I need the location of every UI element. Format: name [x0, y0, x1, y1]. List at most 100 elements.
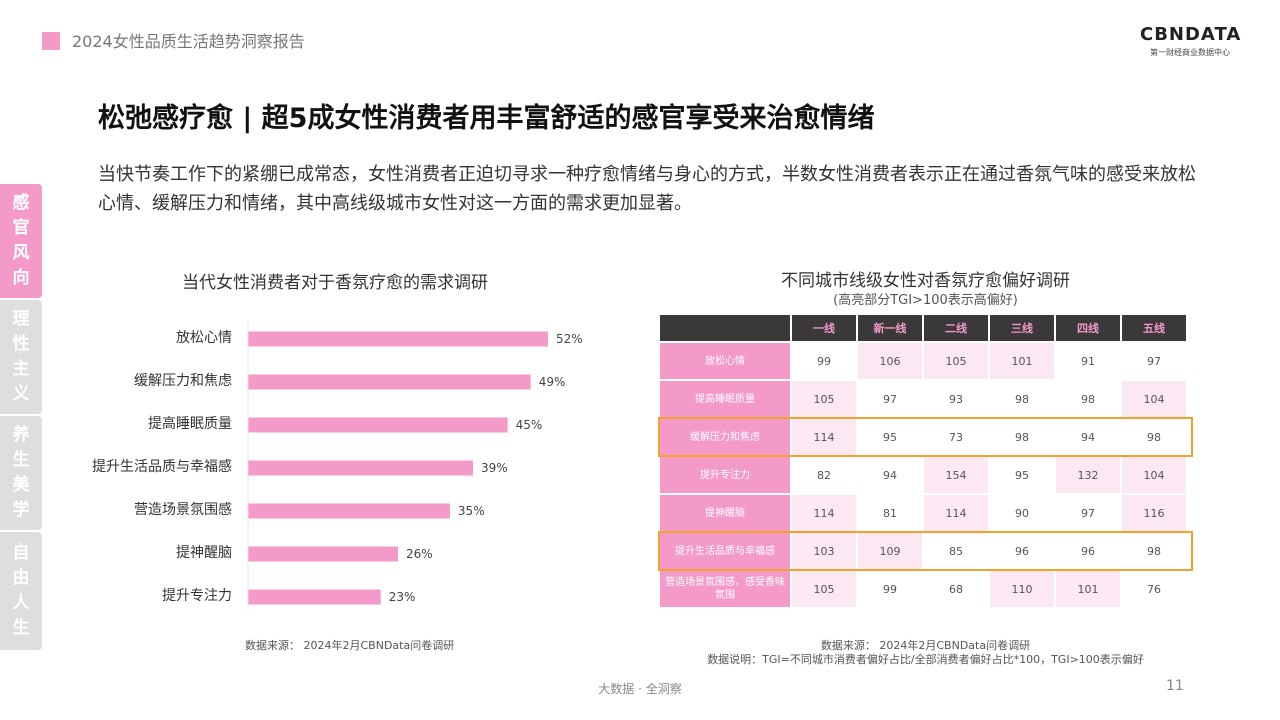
tgi-value-cell: 114: [792, 419, 856, 455]
tgi-row-label: 放松心情: [660, 343, 790, 379]
report-title: 2024女性品质生活趋势洞察报告: [72, 32, 305, 51]
tgi-value-cell: 154: [924, 457, 988, 493]
tgi-table-note: 数据说明：TGI=不同城市消费者偏好占比/全部消费者偏好占比*100，TGI>1…: [707, 653, 1144, 666]
bar-value-label: 39%: [481, 461, 508, 475]
bar-category-label: 缓解压力和焦虑: [134, 373, 232, 389]
bar-chart-title: 当代女性消费者对于香氛疗愈的需求调研: [182, 273, 488, 293]
side-tab-char: 生: [12, 450, 30, 470]
side-tab-char: 向: [12, 268, 30, 288]
tgi-value-cell: 94: [883, 468, 897, 482]
tgi-value-cell: 103: [792, 533, 856, 569]
tgi-value-cell: 99: [817, 354, 831, 368]
bar: [248, 546, 398, 562]
tgi-value-cell: 98: [1015, 392, 1029, 406]
tgi-value-cell: 90: [1015, 506, 1029, 520]
tgi-value-cell: 105: [924, 343, 988, 379]
bar-category-label: 提神醒脑: [176, 545, 232, 561]
side-tab-char: 美: [12, 475, 30, 495]
side-tab-char: 官: [12, 218, 30, 238]
bar-value-label: 35%: [458, 504, 485, 518]
logo-subtitle: 第一财经商业数据中心: [1150, 48, 1230, 57]
bar-category-label: 提升生活品质与幸福感: [92, 458, 232, 475]
bar: [248, 503, 450, 519]
intro-paragraph: 当快节奏工作下的紧绷已成常态，女性消费者正迫切寻求一种疗愈情绪与身心的方式，半数…: [98, 164, 1196, 214]
tgi-value-cell: 93: [949, 392, 963, 406]
tgi-value-cell: 96: [1081, 544, 1095, 558]
tgi-value-cell: 104: [1122, 381, 1186, 417]
bar-value-label: 52%: [556, 332, 583, 346]
tgi-value-cell: 98: [1147, 544, 1161, 558]
tgi-column-header: 四线: [1056, 315, 1120, 341]
tgi-value-cell: 97: [883, 392, 897, 406]
tgi-value-cell: 98: [1015, 430, 1029, 444]
tgi-value-cell: 98: [1147, 430, 1161, 444]
tgi-row-label: 缓解压力和焦虑: [660, 419, 790, 455]
side-tab-4[interactable]: 自由人生: [0, 532, 42, 650]
side-tab-char: 性: [12, 334, 30, 354]
tgi-value-cell: 116: [1122, 495, 1186, 531]
header-accent-square: [42, 32, 60, 50]
tgi-value-cell: 96: [1015, 544, 1029, 558]
tgi-row: 缓解压力和焦虑 114 95 73 98 94 98: [660, 419, 1186, 455]
page-number: 11: [1166, 678, 1184, 694]
side-tab-nav: 感官风向理性主义养生美学自由人生: [0, 184, 42, 652]
tgi-value-cell: 99: [883, 582, 897, 596]
bar: [248, 331, 548, 347]
cbndata-logo: CBNDATA 第一财经商业数据中心: [1140, 24, 1240, 58]
tgi-value-cell: 97: [1081, 506, 1095, 520]
tgi-table-subtitle: (高亮部分TGI>100表示高偏好): [833, 293, 1018, 308]
bar: [248, 589, 381, 605]
tgi-column-header: 新一线: [858, 315, 922, 341]
tgi-column-header: 三线: [990, 315, 1054, 341]
side-tab-char: 人: [12, 593, 30, 613]
bar-value-label: 45%: [516, 418, 543, 432]
page-title: 松弛感疗愈 | 超5成女性消费者用丰富舒适的感官享受来治愈情绪: [98, 103, 875, 134]
tgi-column-header: 一线: [792, 315, 856, 341]
side-tab-3[interactable]: 养生美学: [0, 416, 42, 530]
side-tab-char: 理: [12, 309, 30, 329]
tgi-row-label: 提神醒脑: [660, 495, 790, 531]
tgi-value-cell: 73: [949, 430, 963, 444]
tgi-value-cell: 94: [1081, 430, 1095, 444]
tgi-table-source: 数据来源： 2024年2月CBNData问卷调研: [820, 639, 1031, 652]
side-tab-char: 主: [12, 359, 30, 379]
side-tab-2[interactable]: 理性主义: [0, 300, 42, 414]
bar-category-label: 提升专注力: [162, 588, 232, 604]
tgi-value-cell: 105: [792, 381, 856, 417]
tgi-value-cell: 95: [1015, 468, 1029, 482]
demand-bar-chart: 放松心情 52% 缓解压力和焦虑 49% 提高睡眠质量 45% 提升生活品质与幸福感 39% 营…: [92, 322, 583, 610]
bar: [248, 374, 531, 390]
tgi-value-cell: 98: [1081, 392, 1095, 406]
tgi-value-cell: 109: [858, 533, 922, 569]
tgi-value-cell: 132: [1056, 457, 1120, 493]
tgi-value-cell: 104: [1122, 457, 1186, 493]
tgi-value-cell: 97: [1147, 354, 1161, 368]
tgi-column-header: 五线: [1122, 315, 1186, 341]
tgi-row: 提升专注力 82 94 154 95 132 104: [660, 457, 1186, 493]
tgi-row: 提升生活品质与幸福感 103 109 85 96 96 98: [660, 533, 1186, 569]
tgi-header-row: 一线 新一线 二线 三线 四线 五线: [660, 315, 1186, 341]
side-tab-char: 由: [12, 568, 30, 588]
tgi-value-cell: 85: [949, 544, 963, 558]
tgi-row: 营造场景氛围感，感受香味氛围 105 99 68 110 101 76: [660, 571, 1186, 607]
side-tab-1[interactable]: 感官风向: [0, 184, 42, 298]
tgi-value-cell: 106: [858, 343, 922, 379]
footer-slogan: 大数据 · 全洞察: [598, 682, 682, 696]
bar: [248, 417, 508, 433]
tgi-row-label: 提升生活品质与幸福感: [660, 533, 790, 569]
bar-category-label: 提高睡眠质量: [148, 415, 232, 432]
tgi-column-header: 二线: [924, 315, 988, 341]
bar-value-label: 26%: [406, 547, 433, 561]
tgi-value-cell: 82: [817, 468, 831, 482]
tgi-corner-cell: [660, 315, 790, 341]
side-tab-char: 生: [12, 618, 30, 638]
bar-category-label: 营造场景氛围感: [134, 501, 232, 518]
tgi-value-cell: 110: [990, 571, 1054, 607]
tgi-value-cell: 76: [1147, 582, 1161, 596]
side-tab-char: 感: [12, 193, 30, 213]
side-tab-char: 自: [12, 543, 30, 563]
tgi-row-label: 提高睡眠质量: [660, 381, 790, 417]
bar-value-label: 23%: [389, 590, 416, 604]
tgi-table-title: 不同城市线级女性对香氛疗愈偏好调研: [781, 271, 1070, 291]
tgi-table-footnote: 数据来源： 2024年2月CBNData问卷调研 数据说明：TGI=不同城市消费…: [658, 639, 1193, 667]
